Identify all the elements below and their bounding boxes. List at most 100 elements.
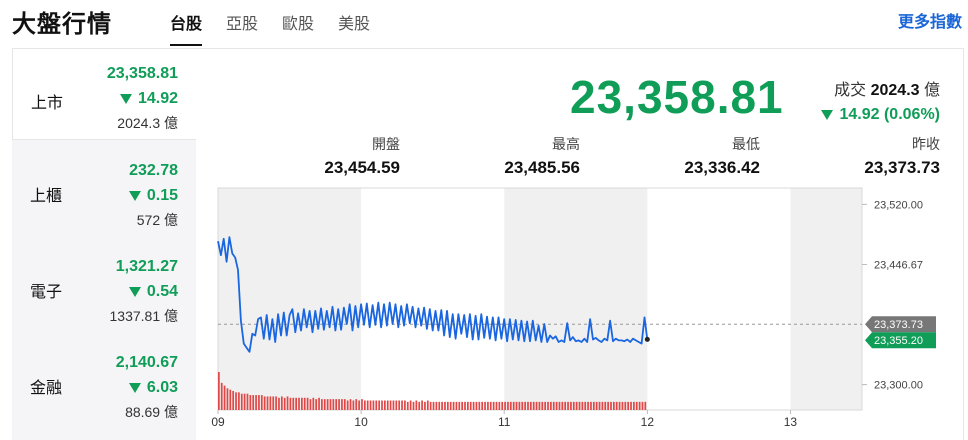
volume-unit: 億 xyxy=(923,82,940,99)
y-tick-label: 23,520.00 xyxy=(874,199,923,211)
volume-bar xyxy=(598,401,601,410)
volume-bar xyxy=(509,401,512,410)
volume-bar xyxy=(550,401,552,410)
volume-bar xyxy=(260,395,263,410)
volume-bar xyxy=(446,401,449,410)
sidebar-item-finance[interactable]: 金融 2,140.67 6.03 88.69 億 xyxy=(12,338,196,430)
page-title: 大盤行情 xyxy=(12,11,112,38)
volume-bar xyxy=(495,401,498,410)
volume-bar xyxy=(243,393,246,410)
volume-value: 2024.3 xyxy=(870,82,920,99)
volume-bar xyxy=(610,401,612,410)
volume-bar xyxy=(384,400,386,410)
volume-bar xyxy=(575,401,578,410)
volume-bar xyxy=(283,397,286,410)
volume-bar xyxy=(323,399,326,410)
volume-bar xyxy=(601,401,604,410)
volume-bar xyxy=(561,401,564,410)
tab-europe[interactable]: 歐股 xyxy=(282,16,315,33)
volume-bar xyxy=(464,401,466,410)
volume-bar xyxy=(487,401,489,410)
volume-bar xyxy=(303,397,306,410)
volume-bar xyxy=(458,401,461,410)
volume-bar xyxy=(246,393,249,410)
last-point xyxy=(644,336,650,342)
volume-bar xyxy=(432,401,435,410)
down-arrow-icon xyxy=(128,382,141,393)
more-indices-link[interactable]: 更多指數 xyxy=(897,14,962,31)
stat-open: 開盤 23,454.59 xyxy=(220,134,400,178)
volume-bar xyxy=(527,401,529,410)
volume-bar xyxy=(415,400,418,410)
volume-bar xyxy=(521,401,524,410)
volume-bar xyxy=(272,396,275,410)
index-change: 6.03 xyxy=(128,379,178,397)
volume-bar xyxy=(381,400,383,410)
volume-bar xyxy=(229,389,232,410)
stat-prev-close: 昨收 23,373.73 xyxy=(760,134,940,178)
sidebar-item-listed[interactable]: 上市 23,358.81 14.92 2024.3 億 xyxy=(12,48,196,140)
volume-bar xyxy=(378,400,381,410)
quote-panel xyxy=(196,48,964,440)
volume-bar xyxy=(280,396,283,410)
stat-value: 23,373.73 xyxy=(864,158,940,177)
volume-bar xyxy=(358,400,360,410)
volume-bar xyxy=(452,401,455,410)
current-price: 23,358.81 xyxy=(570,71,784,123)
volume-bar xyxy=(592,401,595,410)
change-value: 6.03 xyxy=(146,379,178,396)
volume-bar xyxy=(269,396,272,410)
volume-bar xyxy=(375,400,378,410)
volume-bar xyxy=(312,397,315,410)
change-value: 0.54 xyxy=(146,283,178,300)
tab-asia[interactable]: 亞股 xyxy=(226,16,259,33)
index-volume: 88.69 億 xyxy=(125,404,178,420)
volume-change-box: 成交 2024.3 億 14.92 (0.06%) xyxy=(821,76,940,124)
volume-bar xyxy=(395,400,398,410)
stat-low: 最低 23,336.42 xyxy=(580,134,760,178)
sidebar-item-electronics[interactable]: 電子 1,321.27 0.54 1337.81 億 xyxy=(12,242,196,334)
volume-bar xyxy=(489,401,492,410)
volume-bar xyxy=(275,396,277,410)
index-sidebar: 上市 23,358.81 14.92 2024.3 億 上櫃 232.78 0.… xyxy=(12,48,196,440)
volume-bar xyxy=(286,396,289,410)
last-price-marker xyxy=(865,332,936,349)
volume-bar xyxy=(547,401,549,410)
volume-bar xyxy=(398,400,401,410)
tab-us[interactable]: 美股 xyxy=(338,16,371,33)
volume-bar xyxy=(498,401,501,410)
volume-bar xyxy=(386,400,389,410)
stat-value: 23,454.59 xyxy=(324,158,400,177)
volume-bar xyxy=(249,395,252,410)
trade-volume: 成交 2024.3 億 xyxy=(821,76,940,100)
volume-bar xyxy=(318,397,320,410)
hour-band xyxy=(218,188,362,410)
stat-label: 開盤 xyxy=(372,136,400,152)
x-tick-label: 12 xyxy=(641,415,655,429)
volume-bar xyxy=(332,399,335,410)
volume-bar xyxy=(444,401,446,410)
volume-bar xyxy=(301,397,303,410)
volume-bar xyxy=(424,401,426,410)
volume-bar xyxy=(355,399,358,410)
index-value: 2,140.67 xyxy=(115,354,178,371)
volume-bar xyxy=(478,401,481,410)
stat-high: 最高 23,485.56 xyxy=(400,134,580,178)
volume-bar xyxy=(624,401,627,410)
sidebar-item-otc[interactable]: 上櫃 232.78 0.15 572 億 xyxy=(12,146,196,238)
volume-bar xyxy=(552,401,555,410)
volume-bar xyxy=(369,400,372,410)
volume-bar xyxy=(329,399,332,410)
volume-bar xyxy=(232,391,235,410)
volume-bar xyxy=(512,401,515,410)
volume-bar xyxy=(584,401,587,410)
x-tick-label: 09 xyxy=(211,415,225,429)
index-change: 0.54 xyxy=(128,283,178,301)
tab-taiwan[interactable]: 台股 xyxy=(170,10,203,46)
volume-bar xyxy=(627,401,630,410)
volume-bar xyxy=(298,397,300,410)
x-tick-label: 13 xyxy=(784,415,798,429)
volume-bar xyxy=(429,401,432,410)
stat-label: 昨收 xyxy=(912,136,940,152)
